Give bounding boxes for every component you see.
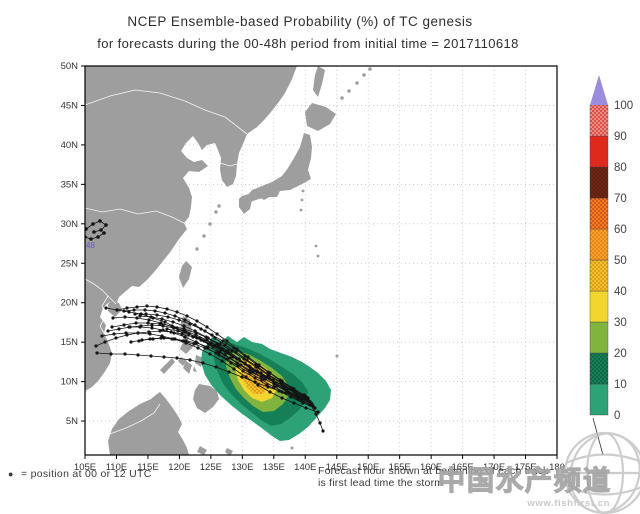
landmass-cebu [193, 366, 197, 372]
border-korea-dmz [219, 162, 238, 167]
small-islands [195, 67, 372, 450]
country-borders-layer [85, 89, 248, 435]
x-axis-tick-label: 170E [483, 462, 505, 473]
border-borneo [109, 403, 161, 435]
x-axis-tick-label: 180 [549, 462, 565, 473]
y-axis-tick-label: 45N [61, 100, 79, 111]
border-laos-vietnam [99, 295, 109, 334]
colorbar-tick-label: 90 [614, 131, 627, 143]
y-axis-tick-label: 35N [61, 179, 79, 190]
ensemble-track [135, 313, 305, 396]
position-marker-icon: ● [8, 469, 14, 479]
landmass-asia-mainland [85, 66, 297, 391]
nw-cluster-layer: 48 [85, 219, 108, 250]
x-axis-tick-label: 175E [514, 462, 536, 473]
x-axis-tick-label: 150E [357, 462, 379, 473]
x-axis-tick-label: 130E [231, 462, 253, 473]
y-axis-tick-label: 20N [61, 298, 79, 309]
y-axis-tick-label: 40N [61, 140, 79, 151]
y-axis-tick-label: 50N [61, 61, 79, 72]
landmass-mindanao [193, 384, 219, 413]
x-axis-tick-label: 115E [137, 462, 158, 473]
colorbar-tick-label: 50 [614, 255, 627, 267]
colorbar-segment [589, 290, 609, 323]
colorbar-tick-label: 100 [614, 100, 633, 112]
x-axis-tick-label: 145E [326, 462, 348, 473]
forecast-hour-label: 48 [86, 241, 95, 250]
y-axis-labels: 50N 45N 40N 35N 30N 25N 20N 15N 10N 5N [61, 61, 85, 427]
landmass-sakhalin [313, 66, 325, 97]
track-position-legend: ● = position at 00 or 12 UTC [8, 468, 152, 480]
x-axis-tick-label: 140E [294, 462, 316, 473]
landmass-samar [195, 355, 203, 367]
landmass-sulawesi [197, 446, 207, 455]
y-axis-tick-label: 5N [66, 416, 78, 427]
landmass-kyushu [239, 194, 252, 214]
x-axis-tick-label: 120E [168, 462, 190, 473]
ensemble-track [138, 337, 311, 406]
y-axis-tick-label: 15N [61, 337, 79, 348]
colorbar-pointer-line [592, 417, 604, 456]
x-axis-tick-label: 155E [389, 462, 411, 473]
landmass-halmahera [225, 448, 233, 455]
position-legend-text: = position at 00 or 12 UTC [20, 468, 152, 480]
x-axis-tick-label: 135E [263, 462, 285, 473]
colorbar-tick-label: 30 [614, 317, 627, 329]
landmass-taiwan [179, 261, 192, 288]
colorbar-tick-label: 70 [614, 193, 627, 205]
land-layer [85, 66, 372, 455]
colorbar-tick-label: 60 [614, 224, 627, 236]
forecast-hour-note-line1: Forecast hour shown at beginning of each… [318, 465, 549, 477]
colorbar-segment [589, 135, 609, 168]
ensemble-track [123, 309, 306, 397]
colorbar-tick-label: 40 [614, 286, 627, 298]
landmass-palawan [160, 358, 175, 374]
y-axis-tick-label: 30N [61, 219, 79, 230]
landmass-hokkaido [305, 103, 336, 131]
chart-subtitle: for forecasts during the 00-48h period f… [97, 36, 519, 51]
landmass-honshu [247, 133, 312, 202]
colorbar: 0 10 20 30 40 50 60 70 80 90 100 [589, 75, 633, 456]
landmass-shikoku [258, 190, 273, 200]
landmass-panay-negros [183, 361, 192, 374]
border-russia-china [85, 89, 248, 135]
colorbar-segment [589, 383, 609, 416]
y-axis-tick-label: 25N [61, 258, 79, 269]
colorbar-tick-label: 10 [614, 379, 627, 391]
x-axis-tick-label: 125E [200, 462, 222, 473]
landmass-hainan [108, 301, 122, 317]
x-axis-labels: 105E 110E 115E 120E 125E 130E 135E 140E 145E 150E… [74, 455, 565, 473]
forecast-hour-note: Forecast hour shown at beginning of each… [318, 465, 598, 489]
colorbar-tick-label: 20 [614, 348, 627, 360]
y-axis-tick-label: 10N [61, 377, 79, 388]
forecast-hour-note-line2: is first lead time the storm [318, 476, 444, 489]
x-axis-tick-label: 160E [420, 462, 442, 473]
colorbar-segment [589, 321, 609, 354]
x-axis-tick-label: 110E [106, 462, 127, 473]
colorbar-tick-label: 80 [614, 162, 627, 174]
colorbar-tick-label: 0 [614, 410, 620, 422]
colorbar-arrow [590, 75, 608, 105]
landmass-borneo [108, 392, 189, 455]
x-axis-tick-label: 165E [452, 462, 474, 473]
tracks-layer [94, 304, 325, 433]
border-yangtze [85, 207, 185, 224]
x-axis-tick-label: 105E [74, 462, 96, 473]
landmass-mindoro [178, 357, 187, 366]
plot-frame [84, 65, 558, 456]
chart-title: NCEP Ensemble-based Probability (%) of T… [127, 14, 473, 29]
border-china-vietnam [85, 278, 117, 305]
